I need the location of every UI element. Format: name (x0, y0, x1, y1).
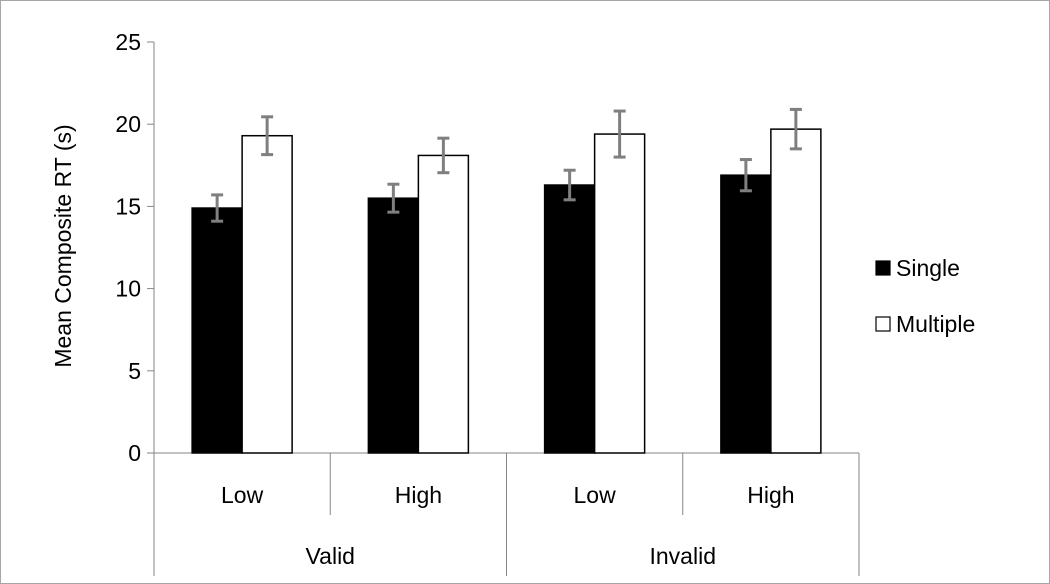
legend-swatch-multiple (875, 316, 891, 332)
bar-multiple (770, 128, 822, 454)
y-tick-label: 25 (115, 29, 141, 55)
bar-single (367, 197, 420, 454)
legend-label-multiple: Multiple (896, 311, 975, 337)
y-tick-label: 20 (115, 111, 141, 137)
bar-multiple (417, 154, 470, 454)
y-tick-label: 10 (115, 276, 141, 302)
x-group-label: Invalid (650, 543, 716, 569)
legend-swatch-single (875, 260, 891, 276)
y-tick-label: 5 (128, 358, 141, 384)
y-tick-label: 0 (128, 440, 141, 466)
y-axis-label: Mean Composite RT (s) (50, 124, 76, 367)
x-category-label: High (395, 482, 442, 508)
bar-single (191, 207, 243, 454)
bar-multiple (593, 133, 646, 454)
bar-single (543, 184, 596, 454)
y-tick-label: 15 (115, 193, 141, 219)
x-group-label: Valid (306, 543, 355, 569)
x-category-label: High (747, 482, 794, 508)
x-category-label: Low (574, 482, 617, 508)
bar-single (720, 174, 772, 454)
x-category-label: Low (221, 482, 264, 508)
legend-label-single: Single (896, 255, 960, 281)
bar-multiple (241, 134, 293, 454)
